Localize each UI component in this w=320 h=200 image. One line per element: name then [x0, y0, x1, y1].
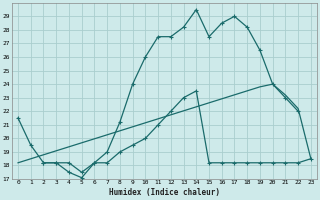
X-axis label: Humidex (Indice chaleur): Humidex (Indice chaleur): [109, 188, 220, 197]
